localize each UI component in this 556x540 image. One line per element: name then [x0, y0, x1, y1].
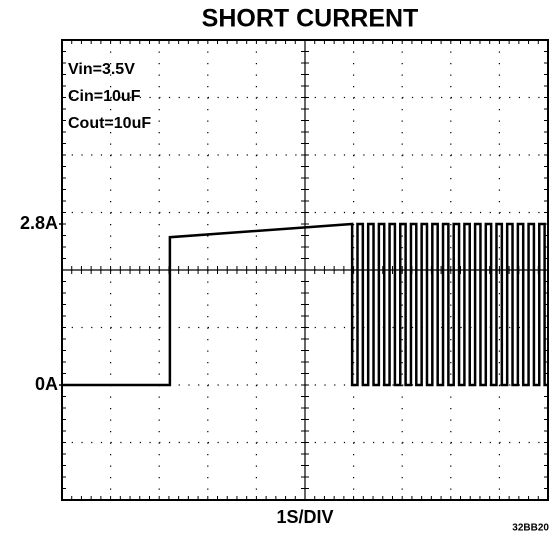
annotation: Vin=3.5V — [68, 61, 135, 78]
annotation: Cout=10uF — [68, 115, 151, 132]
annotation: Cin=10uF — [68, 88, 141, 105]
x-axis-label: 1S/DIV — [276, 507, 333, 527]
trace — [62, 222, 548, 387]
chart-title: SHORT CURRENT — [202, 5, 419, 33]
plot-frame — [61, 39, 549, 501]
figure-id: 32BB20 — [512, 523, 549, 534]
y-tick-label: 2.8A — [20, 213, 58, 233]
y-tick-label: 0A — [35, 374, 58, 394]
